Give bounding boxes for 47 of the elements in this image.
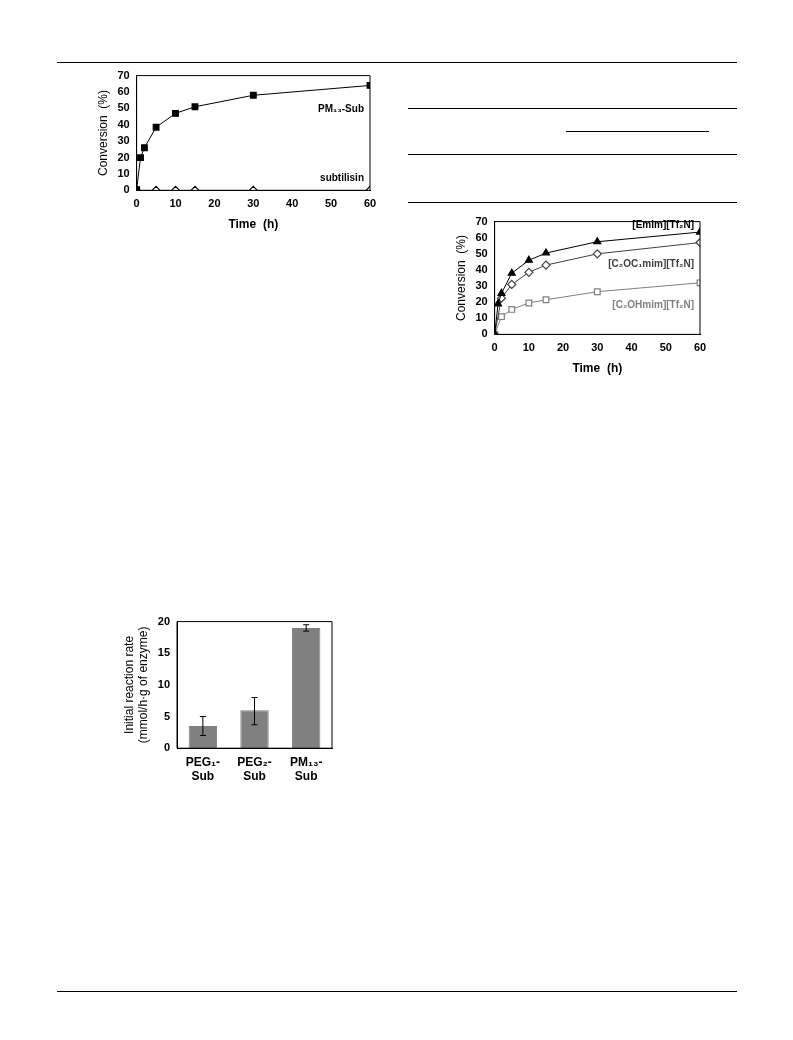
y-tick-label: 20 bbox=[157, 614, 171, 627]
y-tick-label: 0 bbox=[163, 741, 171, 754]
x-tick-label: 60 bbox=[693, 341, 707, 354]
x-axis-title: Time (h) bbox=[228, 217, 279, 232]
y-tick-label: 10 bbox=[157, 677, 171, 690]
y-tick-label: 0 bbox=[481, 327, 488, 340]
y-tick-label: 10 bbox=[117, 167, 130, 180]
y-tick-label: 20 bbox=[475, 295, 488, 308]
x-tick-label: PEG₂-Sub bbox=[237, 754, 272, 784]
x-axis-title: Time (h) bbox=[572, 361, 623, 376]
x-tick-label: 60 bbox=[363, 197, 377, 210]
x-tick-label: 20 bbox=[208, 197, 221, 210]
x-tick-label: 40 bbox=[625, 341, 638, 354]
y-tick-label: 50 bbox=[117, 101, 130, 114]
y-tick-label: 60 bbox=[117, 85, 130, 98]
series-label: [C₂OHmim][Tf₂N] bbox=[612, 298, 694, 310]
y-tick-label: 50 bbox=[475, 246, 488, 259]
y-tick-label: 40 bbox=[475, 262, 488, 275]
y-axis-title: Initial reaction rate (mmol/h·g of enzyme) bbox=[121, 626, 150, 744]
series-label: [Emim][Tf₂N] bbox=[632, 218, 694, 230]
y-tick-label: 5 bbox=[163, 709, 171, 722]
x-tick-label: PM₁₃-Sub bbox=[289, 754, 323, 784]
y-tick-label: 60 bbox=[475, 230, 488, 243]
x-tick-label: 10 bbox=[522, 341, 535, 354]
y-tick-label: 30 bbox=[475, 279, 488, 292]
x-tick-label: 30 bbox=[247, 197, 260, 210]
x-tick-label: 40 bbox=[286, 197, 299, 210]
x-tick-label: 30 bbox=[591, 341, 604, 354]
series-label: [C₂OC₁mim][Tf₂N] bbox=[608, 258, 694, 270]
y-tick-label: 70 bbox=[117, 68, 130, 81]
x-tick-label: 20 bbox=[556, 341, 570, 354]
series-label: subtilisin bbox=[320, 172, 364, 184]
x-tick-label: 0 bbox=[491, 341, 498, 354]
y-tick-label: 30 bbox=[117, 134, 130, 147]
y-axis-title: Conversion (%) bbox=[453, 234, 468, 322]
y-tick-label: 40 bbox=[117, 117, 130, 130]
y-tick-label: 10 bbox=[475, 311, 488, 324]
x-tick-label: PEG₁-Sub bbox=[185, 754, 221, 784]
x-tick-label: 50 bbox=[324, 197, 338, 210]
series-label: PM₁₃-Sub bbox=[318, 103, 364, 115]
x-tick-label: 0 bbox=[133, 197, 140, 210]
y-axis-title: Conversion (%) bbox=[95, 89, 110, 177]
y-tick-label: 20 bbox=[117, 150, 130, 163]
y-tick-label: 15 bbox=[157, 646, 171, 659]
x-tick-label: 50 bbox=[659, 341, 672, 354]
y-tick-label: 0 bbox=[123, 183, 130, 196]
y-tick-label: 70 bbox=[475, 214, 488, 227]
